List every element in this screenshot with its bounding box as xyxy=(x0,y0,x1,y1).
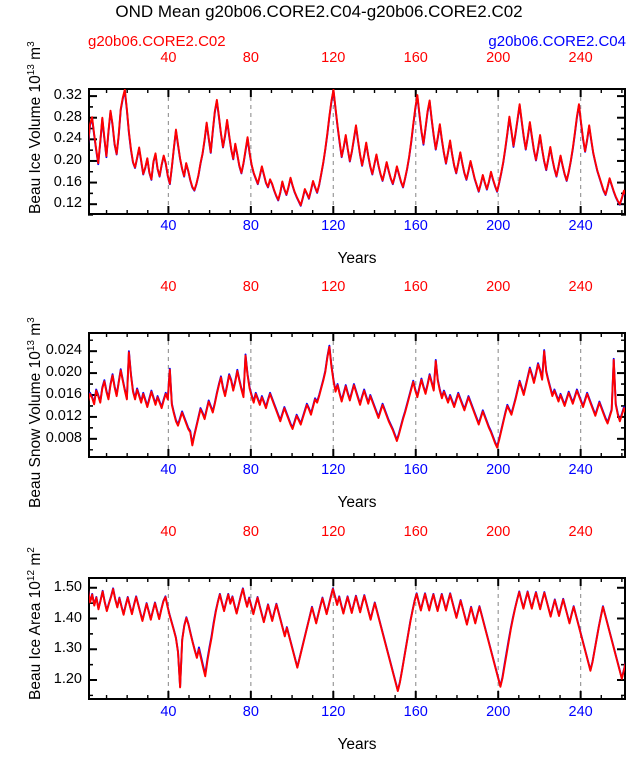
x-tick-label-top: 40 xyxy=(160,50,177,66)
x-tick-label-top: 160 xyxy=(403,279,428,295)
plot-frame xyxy=(88,577,626,700)
y-tick-label: 1.20 xyxy=(53,671,82,687)
x-tick-label-bottom: 200 xyxy=(486,704,511,720)
y-tick-label: 0.024 xyxy=(45,342,82,359)
y-axis-title: Beau Ice Volume 1013 m3 xyxy=(26,41,45,214)
x-tick-label-top: 240 xyxy=(568,50,593,66)
x-tick-label-top: 80 xyxy=(242,50,259,66)
x-tick-label-bottom: 200 xyxy=(486,462,511,478)
x-tick-label-top: 200 xyxy=(486,524,511,540)
x-tick-label-top: 160 xyxy=(403,524,428,540)
x-tick-label-bottom: 200 xyxy=(486,218,511,234)
x-tick-label-top: 80 xyxy=(242,524,259,540)
x-tick-label-bottom: 240 xyxy=(568,218,593,234)
plot-frame xyxy=(88,332,626,458)
y-tick-label: 0.020 xyxy=(45,364,82,381)
x-tick-label-bottom: 40 xyxy=(160,704,177,720)
x-tick-label-bottom: 80 xyxy=(242,218,259,234)
x-axis-title: Years xyxy=(337,736,377,753)
legend-label-c02: g20b06.CORE2.C02 xyxy=(88,33,226,50)
x-tick-label-top: 80 xyxy=(242,279,259,295)
x-tick-label-top: 120 xyxy=(321,50,346,66)
x-tick-label-bottom: 240 xyxy=(568,704,593,720)
x-tick-label-top: 40 xyxy=(160,279,177,295)
x-tick-label-bottom: 80 xyxy=(242,704,259,720)
y-tick-label: 0.20 xyxy=(53,151,82,168)
x-axis-title: Years xyxy=(337,494,377,511)
y-tick-label: 1.50 xyxy=(53,578,82,595)
x-tick-label-bottom: 120 xyxy=(321,218,346,234)
x-tick-label-bottom: 120 xyxy=(321,462,346,478)
y-tick-label: 1.30 xyxy=(53,640,82,657)
x-tick-label-top: 120 xyxy=(321,524,346,540)
x-tick-label-bottom: 40 xyxy=(160,218,177,234)
plot-frame xyxy=(88,88,626,215)
y-tick-label: 0.12 xyxy=(53,195,82,212)
x-tick-label-top: 120 xyxy=(321,279,346,295)
y-tick-label: 0.016 xyxy=(45,386,82,402)
x-tick-label-bottom: 120 xyxy=(321,704,346,720)
figure-title: OND Mean g20b06.CORE2.C04-g20b06.CORE2.C… xyxy=(115,2,523,21)
y-tick-label: 0.24 xyxy=(53,130,82,147)
x-tick-label-bottom: 160 xyxy=(403,704,428,720)
x-tick-label-top: 240 xyxy=(568,279,593,295)
y-axis-title: Beau Ice Area 1012 m2 xyxy=(26,547,45,700)
x-tick-label-bottom: 80 xyxy=(242,462,259,478)
x-tick-label-top: 200 xyxy=(486,50,511,66)
x-tick-label-bottom: 40 xyxy=(160,462,177,478)
legend-label-c04: g20b06.CORE2.C04 xyxy=(488,33,626,50)
x-tick-label-bottom: 240 xyxy=(568,462,593,478)
x-tick-label-bottom: 160 xyxy=(403,462,428,478)
x-tick-label-top: 160 xyxy=(403,50,428,66)
y-tick-label: 0.012 xyxy=(45,407,82,424)
x-tick-label-bottom: 160 xyxy=(403,218,428,234)
y-tick-label: 0.28 xyxy=(53,108,82,125)
y-tick-label: 1.40 xyxy=(53,609,82,626)
y-axis-title: Beau Snow Volume 1013 m3 xyxy=(26,317,45,508)
y-tick-label: 0.008 xyxy=(45,429,82,446)
y-tick-label: 0.32 xyxy=(53,87,82,104)
y-tick-label: 0.16 xyxy=(53,173,82,190)
x-axis-title: Years xyxy=(337,250,377,267)
x-tick-label-top: 200 xyxy=(486,279,511,295)
x-tick-label-top: 240 xyxy=(568,524,593,540)
x-tick-label-top: 40 xyxy=(160,524,177,540)
